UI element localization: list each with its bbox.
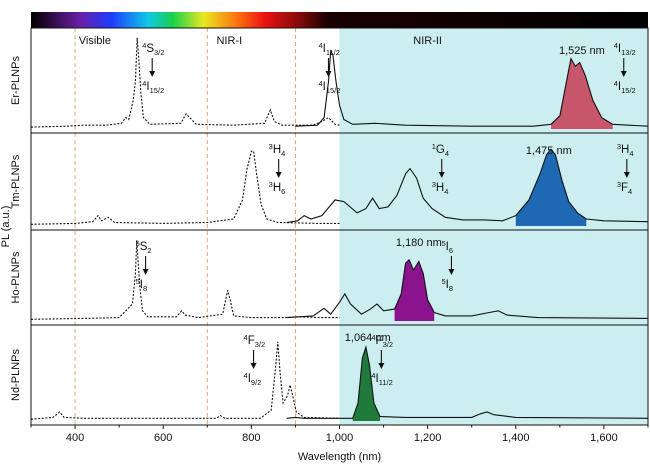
series-visible-nir1-3 xyxy=(30,341,340,420)
panel-name-0: Er-PLNPs xyxy=(10,56,22,105)
series-visible-nir1-2 xyxy=(30,240,340,320)
arrow-head xyxy=(378,363,385,369)
series-visible-nir1-1 xyxy=(30,150,340,225)
transition-upper-sub: 11/2 xyxy=(326,48,340,57)
arrow-head xyxy=(448,269,455,275)
x-tick-label-6: 1,600 xyxy=(590,432,618,444)
transition-lower-sub: 8 xyxy=(143,284,147,293)
arrow-head xyxy=(325,71,332,77)
region-label-0: Visible xyxy=(79,35,111,47)
peak-label-0: 1,525 nm xyxy=(559,45,605,57)
arrow-head xyxy=(620,71,627,77)
transition-lower: 5I8 xyxy=(441,277,453,293)
transition-lower-sub: 9/2 xyxy=(251,378,261,387)
panel-2 xyxy=(30,240,649,321)
arrow-head xyxy=(438,172,445,178)
transition-lower-sub: 4 xyxy=(628,187,632,196)
transition-0-2: 4I13/2 4I15/2 xyxy=(614,41,636,95)
transition-upper-sub: 3/2 xyxy=(383,340,393,349)
series-nir2-0 xyxy=(295,49,649,127)
transition-upper-sub: 4 xyxy=(629,149,633,158)
x-tick-label-0: 400 xyxy=(66,432,84,444)
transition-lower: 3F4 xyxy=(617,180,632,196)
transition-upper: 3H4 xyxy=(617,142,634,158)
transition-2-0: 5S2 5I8 xyxy=(136,239,152,293)
transition-upper-sub: 13/2 xyxy=(621,48,636,57)
transition-0-0: 4S3/2 4I15/2 xyxy=(142,41,164,95)
emission-peak-1 xyxy=(515,149,587,226)
region-label-1: NIR-I xyxy=(216,35,242,47)
arrow-head xyxy=(142,269,149,275)
x-tick-label-3: 1,000 xyxy=(326,432,354,444)
series-nir2-2 xyxy=(286,258,649,319)
peak-label-2: 1,180 nm xyxy=(396,237,442,249)
transition-upper: 4F3/2 xyxy=(371,333,393,349)
peak-label-3: 1,064 nm xyxy=(345,332,391,344)
nir2-shade xyxy=(339,28,648,425)
transition-0-1: 4I11/2 4I15/2 xyxy=(318,41,340,95)
emission-peak-3 xyxy=(352,347,381,421)
arrow-head xyxy=(250,363,257,369)
transition-2-1: 5I6 5I8 xyxy=(441,239,455,293)
transition-lower-sub: 6 xyxy=(281,187,285,196)
emission-peak-0 xyxy=(551,58,613,130)
series-visible-nir1-0 xyxy=(30,37,340,128)
transition-lower-sub: 4 xyxy=(444,187,448,196)
transition-upper-sub: 2 xyxy=(147,246,151,255)
transition-upper-sub: 4 xyxy=(445,149,449,158)
x-tick-label-4: 1,200 xyxy=(414,432,442,444)
transition-lower: 4I11/2 xyxy=(371,371,392,387)
transition-3-0: 4F3/2 4I9/2 xyxy=(244,333,266,387)
transition-upper-sub: 3/2 xyxy=(255,340,265,349)
x-axis-label: Wavelength (nm) xyxy=(298,451,381,463)
series-nir2-1 xyxy=(286,148,649,224)
transition-lower-sub: 11/2 xyxy=(379,378,393,387)
x-tick-label-1: 600 xyxy=(154,432,172,444)
transition-upper-sub: 6 xyxy=(449,246,453,255)
transition-1-0: 3H4 3H6 xyxy=(269,142,286,196)
panel-1 xyxy=(30,148,649,226)
transition-lower: 3H4 xyxy=(432,180,449,196)
transition-upper: 4F3/2 xyxy=(244,333,266,349)
series-nir2-3 xyxy=(286,345,649,419)
panel-name-2: Ho-PLNPs xyxy=(10,251,22,303)
panel-3 xyxy=(30,341,649,421)
transition-lower: 3H6 xyxy=(269,180,286,196)
transition-upper-sub: 4 xyxy=(281,149,285,158)
transition-upper: 5S2 xyxy=(136,239,152,255)
transition-1-1: 1G4 3H4 xyxy=(432,142,449,196)
transition-lower: 4I15/2 xyxy=(142,79,164,95)
transition-lower-sub: 15/2 xyxy=(621,86,636,95)
arrow-head xyxy=(275,172,282,178)
arrow-head xyxy=(149,71,156,77)
transition-lower: 4I15/2 xyxy=(318,79,340,95)
panel-name-1: Tm-PLNPs xyxy=(10,154,22,208)
transition-lower-sub: 15/2 xyxy=(150,86,165,95)
transition-upper: 1G4 xyxy=(432,142,449,158)
transition-lower-sub: 15/2 xyxy=(326,86,341,95)
transition-upper-sub: 3/2 xyxy=(154,48,164,57)
x-tick-label-2: 800 xyxy=(242,432,260,444)
transition-upper: 4I13/2 xyxy=(614,41,636,57)
x-tick-label-5: 1,400 xyxy=(502,432,530,444)
transition-upper: 5I6 xyxy=(441,239,453,255)
transition-lower: 4I15/2 xyxy=(614,79,636,95)
transition-lower: 4I9/2 xyxy=(244,371,262,387)
emission-peak-2 xyxy=(394,259,435,321)
transition-upper: 4I11/2 xyxy=(318,41,339,57)
panel-name-3: Nd-PLNPs xyxy=(10,349,22,401)
transition-upper: 3H4 xyxy=(269,142,286,158)
spectrum-bar xyxy=(31,12,648,28)
transition-upper: 4S3/2 xyxy=(142,41,164,57)
transition-lower-sub: 8 xyxy=(449,284,453,293)
arrow-head xyxy=(623,172,630,178)
transition-1-2: 3H4 3F4 xyxy=(617,142,634,196)
y-axis-label: PL (a.u.) xyxy=(0,206,12,248)
peak-label-1: 1,475 nm xyxy=(526,145,572,157)
transition-lower: 5I8 xyxy=(136,277,148,293)
region-label-2: NIR-II xyxy=(413,35,442,47)
transition-3-1: 4F3/2 4I11/2 xyxy=(371,333,393,387)
panel-0 xyxy=(30,37,649,130)
